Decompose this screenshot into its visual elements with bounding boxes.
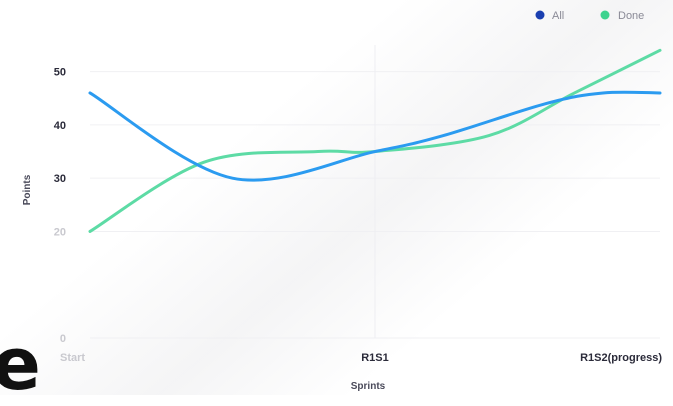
legend-all-label: All <box>552 10 564 22</box>
y-tick-label: 50 <box>54 67 66 79</box>
legend-all-marker <box>535 10 545 20</box>
x-axis-title: Sprints <box>351 381 386 392</box>
y-tick-label: 0 <box>60 333 66 345</box>
x-tick-label: R1S2(progress) <box>580 352 662 364</box>
y-tick-label: 30 <box>54 173 66 185</box>
chart-grid <box>90 45 660 339</box>
x-tick-label: Start <box>60 352 85 364</box>
line-chart: 0 20 30 40 50 Start R1S1 R1S2(progress) Points… <box>22 10 662 392</box>
y-tick-label: 40 <box>54 120 66 132</box>
legend: All Done <box>535 10 644 22</box>
x-axis-ticks: Start R1S1 R1S2(progress) <box>60 352 662 364</box>
x-tick-label: R1S1 <box>361 352 389 364</box>
legend-done-marker <box>600 10 610 20</box>
legend-done-label: Done <box>618 10 644 22</box>
cropped-letter: e <box>0 322 41 406</box>
y-axis-title: Points <box>22 174 33 205</box>
series-lines <box>88 48 662 233</box>
series-line-all <box>88 90 662 182</box>
y-tick-label: 20 <box>54 226 66 238</box>
y-axis-ticks: 0 20 30 40 50 <box>54 67 66 345</box>
